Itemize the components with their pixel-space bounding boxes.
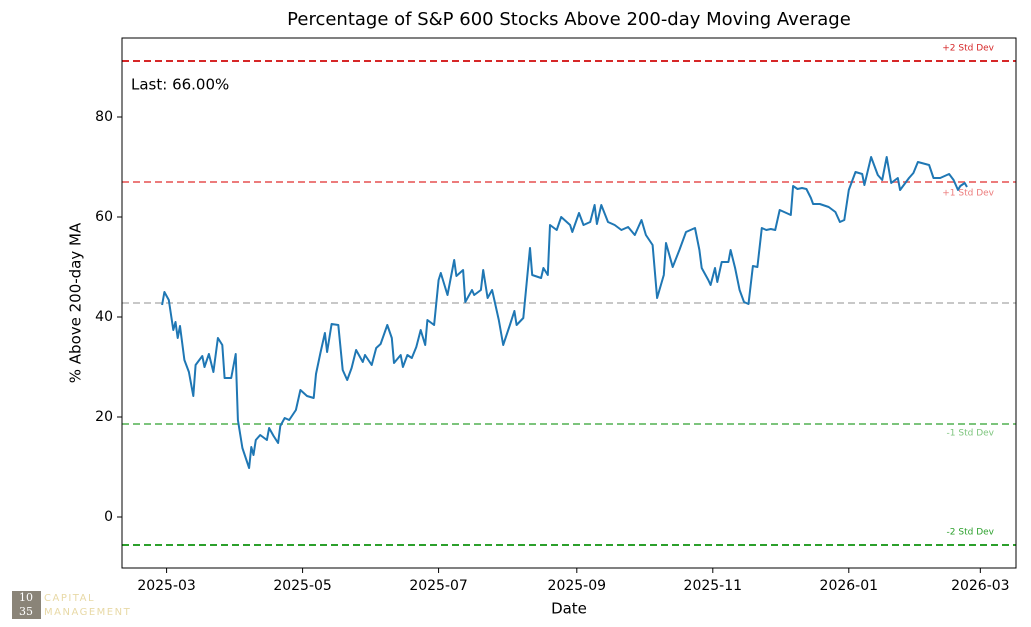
logo-text: MANAGEMENT [44, 607, 131, 618]
logo-mark-text: 35 [19, 605, 33, 618]
reference-label: -1 Std Dev [947, 429, 995, 439]
y-tick-label: 0 [104, 509, 113, 525]
x-tick-label: 2026-01 [820, 578, 879, 594]
x-tick-label: 2026-03 [951, 578, 1010, 594]
reference-label: -2 Std Dev [947, 528, 995, 538]
x-tick-label: 2025-09 [548, 578, 607, 594]
data-line [161, 156, 968, 469]
x-tick-label: 2025-07 [409, 578, 468, 594]
plot-frame [121, 37, 1017, 569]
chart-title: Percentage of S&P 600 Stocks Above 200-d… [287, 9, 851, 30]
x-tick-label: 2025-03 [137, 578, 196, 594]
y-tick-label: 60 [95, 209, 113, 225]
reference-label: +1 Std Dev [942, 189, 994, 199]
y-tick-label: 40 [95, 309, 113, 325]
y-tick-label: 20 [95, 409, 113, 425]
x-tick-label: 2025-05 [273, 578, 332, 594]
logo-mark [12, 591, 41, 619]
logo-mark-text: 10 [19, 591, 33, 604]
y-tick-label: 80 [95, 109, 113, 125]
reference-label: +2 Std Dev [942, 44, 994, 54]
logo-text: CAPITAL [44, 593, 95, 604]
y-axis-label: % Above 200-day MA [67, 222, 85, 383]
last-value-annotation: Last: 66.00% [131, 76, 229, 94]
x-axis-label: Date [551, 600, 587, 618]
x-tick-label: 2025-11 [684, 578, 743, 594]
